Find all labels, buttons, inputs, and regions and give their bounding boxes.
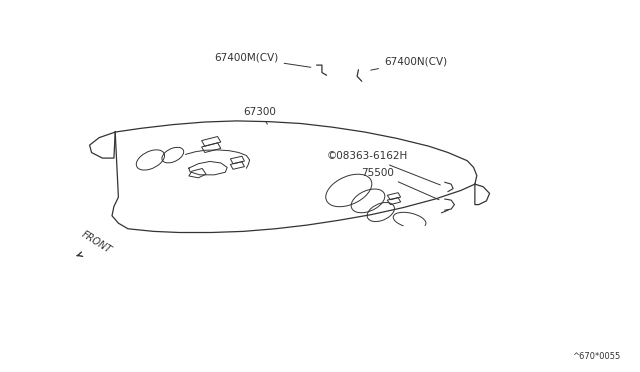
Text: 67400M(CV): 67400M(CV) xyxy=(214,53,311,67)
Text: FRONT: FRONT xyxy=(80,229,113,255)
Text: ©08363-6162H: ©08363-6162H xyxy=(326,151,440,185)
Text: 75500: 75500 xyxy=(362,168,439,200)
Text: ^670*0055: ^670*0055 xyxy=(573,352,621,361)
Text: 67400N(CV): 67400N(CV) xyxy=(371,57,447,70)
Text: 67300: 67300 xyxy=(243,107,276,124)
